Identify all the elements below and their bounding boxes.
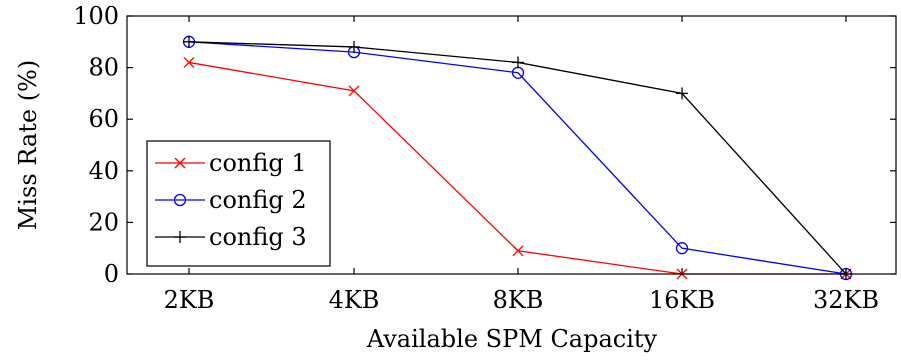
data-point xyxy=(183,35,195,48)
y-tick-label: 100 xyxy=(73,2,119,30)
y-tick-label: 20 xyxy=(88,208,119,236)
legend: config 1 config 2 config 3 xyxy=(146,140,331,267)
x-tick-label: 8KB xyxy=(493,286,544,314)
x-axis-title: Available SPM Capacity xyxy=(366,325,658,353)
legend-box xyxy=(146,140,331,267)
legend-item: config 3 xyxy=(155,223,307,251)
axis-frame xyxy=(126,15,897,275)
legend-label: config 3 xyxy=(209,223,307,251)
x-tick-label: 16KB xyxy=(649,286,715,314)
data-point xyxy=(512,245,524,257)
data-point xyxy=(183,56,195,68)
legend-item: config 1 xyxy=(155,149,307,177)
x-tick-label: 32KB xyxy=(813,286,879,314)
axes: 0 20 40 60 80 100 2KB 4KB 8KB 16KB 32KB xyxy=(73,2,897,314)
series-line xyxy=(188,41,847,275)
data-point xyxy=(512,56,524,69)
legend-label: config 2 xyxy=(209,186,307,214)
data-point xyxy=(675,242,689,255)
legend-marker xyxy=(174,157,186,169)
data-point xyxy=(676,87,688,100)
legend-marker xyxy=(173,193,187,207)
legend-label: config 1 xyxy=(209,149,307,177)
y-tick-label: 0 xyxy=(104,260,119,288)
x-tick-label: 2KB xyxy=(164,286,215,314)
legend-item: config 2 xyxy=(155,186,307,214)
x-tick-label: 4KB xyxy=(329,286,380,314)
data-point xyxy=(348,85,360,97)
y-tick-label: 60 xyxy=(88,105,119,133)
y-axis-title: Miss Rate (%) xyxy=(14,60,42,230)
y-tick-label: 80 xyxy=(88,54,119,82)
data-point xyxy=(348,40,360,53)
legend-marker xyxy=(174,231,186,243)
y-tick-label: 40 xyxy=(88,157,119,185)
